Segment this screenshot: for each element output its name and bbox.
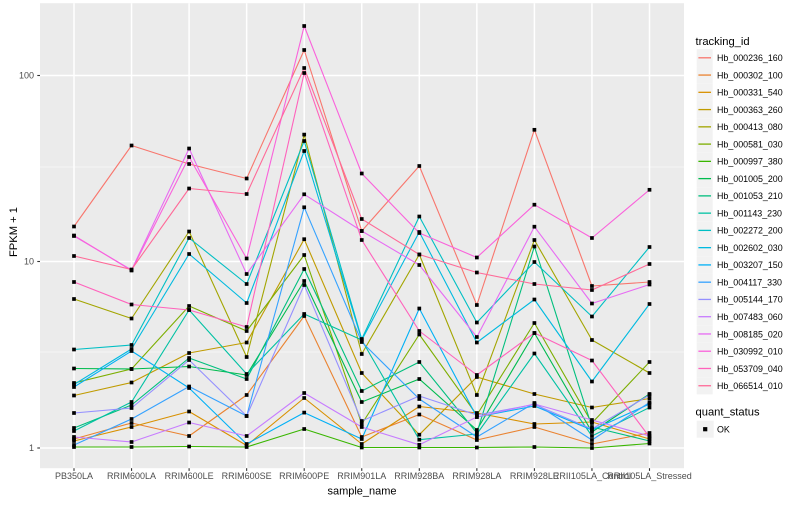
svg-text:PB350LA: PB350LA <box>55 471 93 481</box>
svg-text:RRIM928BA: RRIM928BA <box>394 471 444 481</box>
svg-text:sample_name: sample_name <box>327 486 396 498</box>
svg-text:Hb_008185_020: Hb_008185_020 <box>717 329 783 339</box>
svg-text:OK: OK <box>717 424 730 434</box>
svg-text:Hb_000302_100: Hb_000302_100 <box>717 70 783 80</box>
svg-text:Hb_030992_010: Hb_030992_010 <box>717 347 783 357</box>
svg-text:RRIM600SE: RRIM600SE <box>222 471 272 481</box>
svg-text:RRII105LA_Stressed: RRII105LA_Stressed <box>607 471 692 481</box>
svg-text:Hb_000236_160: Hb_000236_160 <box>717 53 783 63</box>
svg-text:Hb_003207_150: Hb_003207_150 <box>717 260 783 270</box>
svg-text:1: 1 <box>29 443 34 453</box>
svg-text:Hb_001053_210: Hb_001053_210 <box>717 191 783 201</box>
svg-text:Hb_005144_170: Hb_005144_170 <box>717 295 783 305</box>
svg-text:Hb_004117_330: Hb_004117_330 <box>717 277 782 287</box>
svg-text:quant_status: quant_status <box>696 407 760 419</box>
svg-text:RRIM600LA: RRIM600LA <box>107 471 156 481</box>
svg-text:Hb_002602_030: Hb_002602_030 <box>717 243 783 253</box>
svg-text:Hb_066514_010: Hb_066514_010 <box>717 381 783 391</box>
svg-text:Hb_007483_060: Hb_007483_060 <box>717 312 783 322</box>
svg-text:RRIM928LE: RRIM928LE <box>510 471 559 481</box>
svg-text:FPKM + 1: FPKM + 1 <box>8 207 20 257</box>
svg-text:RRIM928LA: RRIM928LA <box>452 471 501 481</box>
svg-text:Hb_001143_230: Hb_001143_230 <box>717 208 782 218</box>
svg-text:Hb_000581_030: Hb_000581_030 <box>717 139 783 149</box>
svg-text:100: 100 <box>19 71 34 81</box>
svg-text:10: 10 <box>24 257 34 267</box>
svg-text:Hb_000331_540: Hb_000331_540 <box>717 88 783 98</box>
svg-text:tracking_id: tracking_id <box>696 36 750 48</box>
svg-text:Hb_000997_380: Hb_000997_380 <box>717 157 783 167</box>
svg-text:Hb_053709_040: Hb_053709_040 <box>717 364 783 374</box>
svg-text:Hb_000413_080: Hb_000413_080 <box>717 122 783 132</box>
svg-text:Hb_001005_200: Hb_001005_200 <box>717 174 783 184</box>
svg-text:RRII105LA_Control: RRII105LA_Control <box>553 471 631 481</box>
svg-text:RRIM600LE: RRIM600LE <box>165 471 214 481</box>
svg-text:RRIM600PE: RRIM600PE <box>279 471 329 481</box>
svg-text:Hb_000363_260: Hb_000363_260 <box>717 105 783 115</box>
svg-text:RRIM901LA: RRIM901LA <box>337 471 386 481</box>
svg-text:Hb_002272_200: Hb_002272_200 <box>717 226 783 236</box>
